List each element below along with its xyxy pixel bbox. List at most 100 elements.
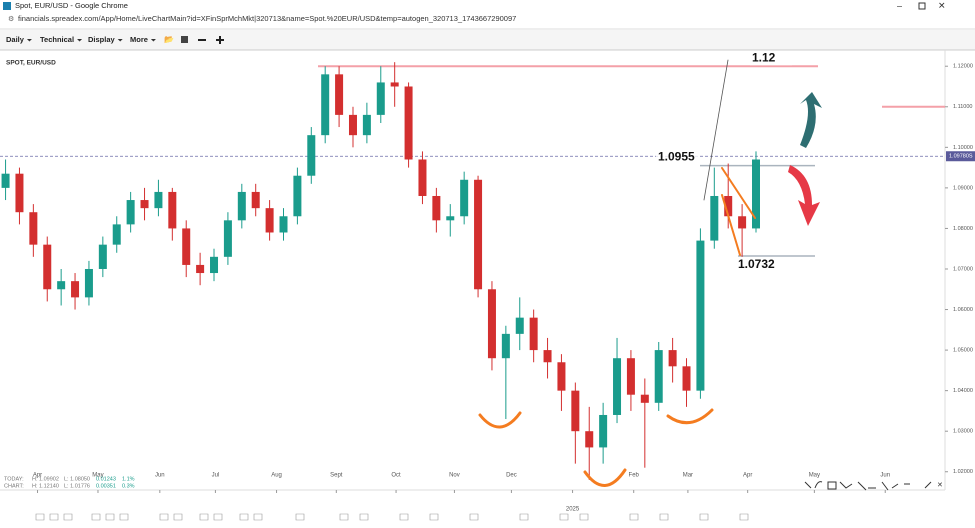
dropdown-caret bbox=[117, 39, 123, 42]
y-tick-label: 1.07000 bbox=[953, 266, 973, 272]
window-title: Spot, EUR/USD - Google Chrome bbox=[15, 1, 128, 10]
annotation-box bbox=[656, 150, 698, 165]
calendar-strip bbox=[35, 513, 749, 521]
candle-body bbox=[501, 333, 510, 359]
open-icon[interactable]: 📂 bbox=[164, 35, 174, 44]
x-tick-label: Jun bbox=[155, 473, 165, 479]
stat: 0.01243 bbox=[96, 476, 116, 482]
x-tick-label: 2025 bbox=[566, 507, 580, 513]
candle-body bbox=[168, 191, 177, 229]
svg-text:✕: ✕ bbox=[937, 482, 943, 489]
stat: 1.1% bbox=[122, 476, 135, 482]
candle-body bbox=[210, 256, 219, 274]
x-tick-label: Oct bbox=[391, 473, 401, 479]
candle-body bbox=[529, 317, 538, 351]
stat: CHART: bbox=[4, 483, 24, 489]
candle-body bbox=[404, 86, 413, 160]
candle-body bbox=[182, 228, 191, 265]
toolbar-menu[interactable]: Daily bbox=[6, 35, 25, 44]
candle-body bbox=[57, 281, 66, 290]
dropdown-caret bbox=[150, 39, 156, 42]
browser-chrome bbox=[0, 0, 975, 30]
drawing-tools[interactable]: ✕ bbox=[804, 481, 943, 491]
dropdown-caret bbox=[26, 39, 32, 42]
candle-body bbox=[251, 191, 260, 209]
candle-body bbox=[265, 208, 274, 233]
candle-body bbox=[418, 159, 427, 196]
stat: L: 1.01776 bbox=[64, 483, 90, 489]
candle-body bbox=[599, 414, 608, 448]
candle-body bbox=[84, 268, 93, 298]
candle-body bbox=[126, 200, 135, 225]
x-tick-label: Sept bbox=[330, 473, 343, 479]
toolbar-menu[interactable]: Display bbox=[88, 35, 116, 44]
candle-body bbox=[487, 289, 496, 359]
dropdown-caret bbox=[77, 39, 83, 42]
candle-body bbox=[474, 179, 483, 290]
site-info[interactable]: ⚙ bbox=[8, 15, 14, 23]
annotation: 1.0732 bbox=[738, 257, 775, 271]
candle-body bbox=[626, 358, 635, 395]
x-tick-label: May bbox=[92, 473, 103, 479]
x-tick-label: Aug bbox=[271, 473, 282, 479]
candle-body bbox=[640, 394, 649, 403]
candle-body bbox=[543, 350, 552, 363]
minimize[interactable]: – bbox=[897, 0, 902, 10]
toolbar bbox=[0, 30, 975, 50]
y-tick-label: 1.06000 bbox=[953, 307, 973, 313]
candle-body bbox=[613, 358, 622, 415]
candle-body bbox=[752, 159, 760, 229]
x-tick-label: Jul bbox=[212, 473, 220, 479]
zoom-in[interactable] bbox=[216, 36, 224, 44]
close[interactable]: ✕ bbox=[938, 0, 946, 10]
candle-body bbox=[710, 195, 719, 241]
candle-body bbox=[682, 366, 691, 391]
y-tick-label: 1.05000 bbox=[953, 348, 973, 354]
candle-body bbox=[348, 114, 357, 136]
favicon bbox=[3, 2, 11, 10]
y-tick-label: 1.10000 bbox=[953, 145, 973, 151]
y-tick-label: 1.11000 bbox=[953, 104, 972, 110]
x-tick-label: May bbox=[809, 473, 820, 479]
candle-body bbox=[71, 281, 80, 298]
candle-body bbox=[585, 431, 594, 448]
candle-body bbox=[571, 390, 580, 432]
candle-body bbox=[321, 74, 330, 136]
y-tick-label: 1.08000 bbox=[953, 226, 973, 232]
candle-body bbox=[446, 216, 455, 221]
toolbar-menu[interactable]: More bbox=[130, 35, 148, 44]
candle-body bbox=[1, 173, 10, 188]
annotation: 1.0955 bbox=[658, 150, 695, 164]
candle-body bbox=[335, 74, 344, 115]
y-tick-label: 1.02000 bbox=[953, 469, 973, 475]
y-tick-label: 1.12000 bbox=[953, 64, 973, 70]
candle-body bbox=[15, 173, 24, 213]
current-price-tag bbox=[946, 151, 975, 162]
candle-body bbox=[362, 114, 371, 136]
maximize[interactable] bbox=[918, 2, 926, 10]
save-icon[interactable] bbox=[181, 36, 188, 43]
x-tick-label: Jun bbox=[880, 473, 890, 479]
url[interactable]: financials.spreadex.com/App/Home/LiveCha… bbox=[18, 14, 516, 23]
x-tick-label: Apr bbox=[743, 473, 752, 479]
candle-body bbox=[668, 350, 677, 367]
candle-body bbox=[112, 224, 121, 245]
stat: H: 1.09902 bbox=[32, 476, 59, 482]
candle-body bbox=[724, 195, 733, 217]
candle-body bbox=[140, 200, 149, 209]
annotation-box bbox=[736, 258, 778, 273]
candle-body bbox=[29, 212, 38, 245]
x-tick-label: Mar bbox=[683, 473, 693, 479]
candle-body bbox=[279, 216, 288, 233]
candle-body bbox=[515, 317, 524, 334]
candle-body bbox=[196, 264, 205, 274]
candle-body bbox=[154, 191, 163, 209]
candle-body bbox=[98, 244, 107, 269]
annotation: 1.12 bbox=[752, 50, 776, 64]
candle-body bbox=[376, 82, 385, 115]
toolbar-menu[interactable]: Technical bbox=[40, 35, 74, 44]
x-tick-label: Apr bbox=[33, 473, 42, 479]
x-tick-label: Feb bbox=[629, 473, 640, 479]
